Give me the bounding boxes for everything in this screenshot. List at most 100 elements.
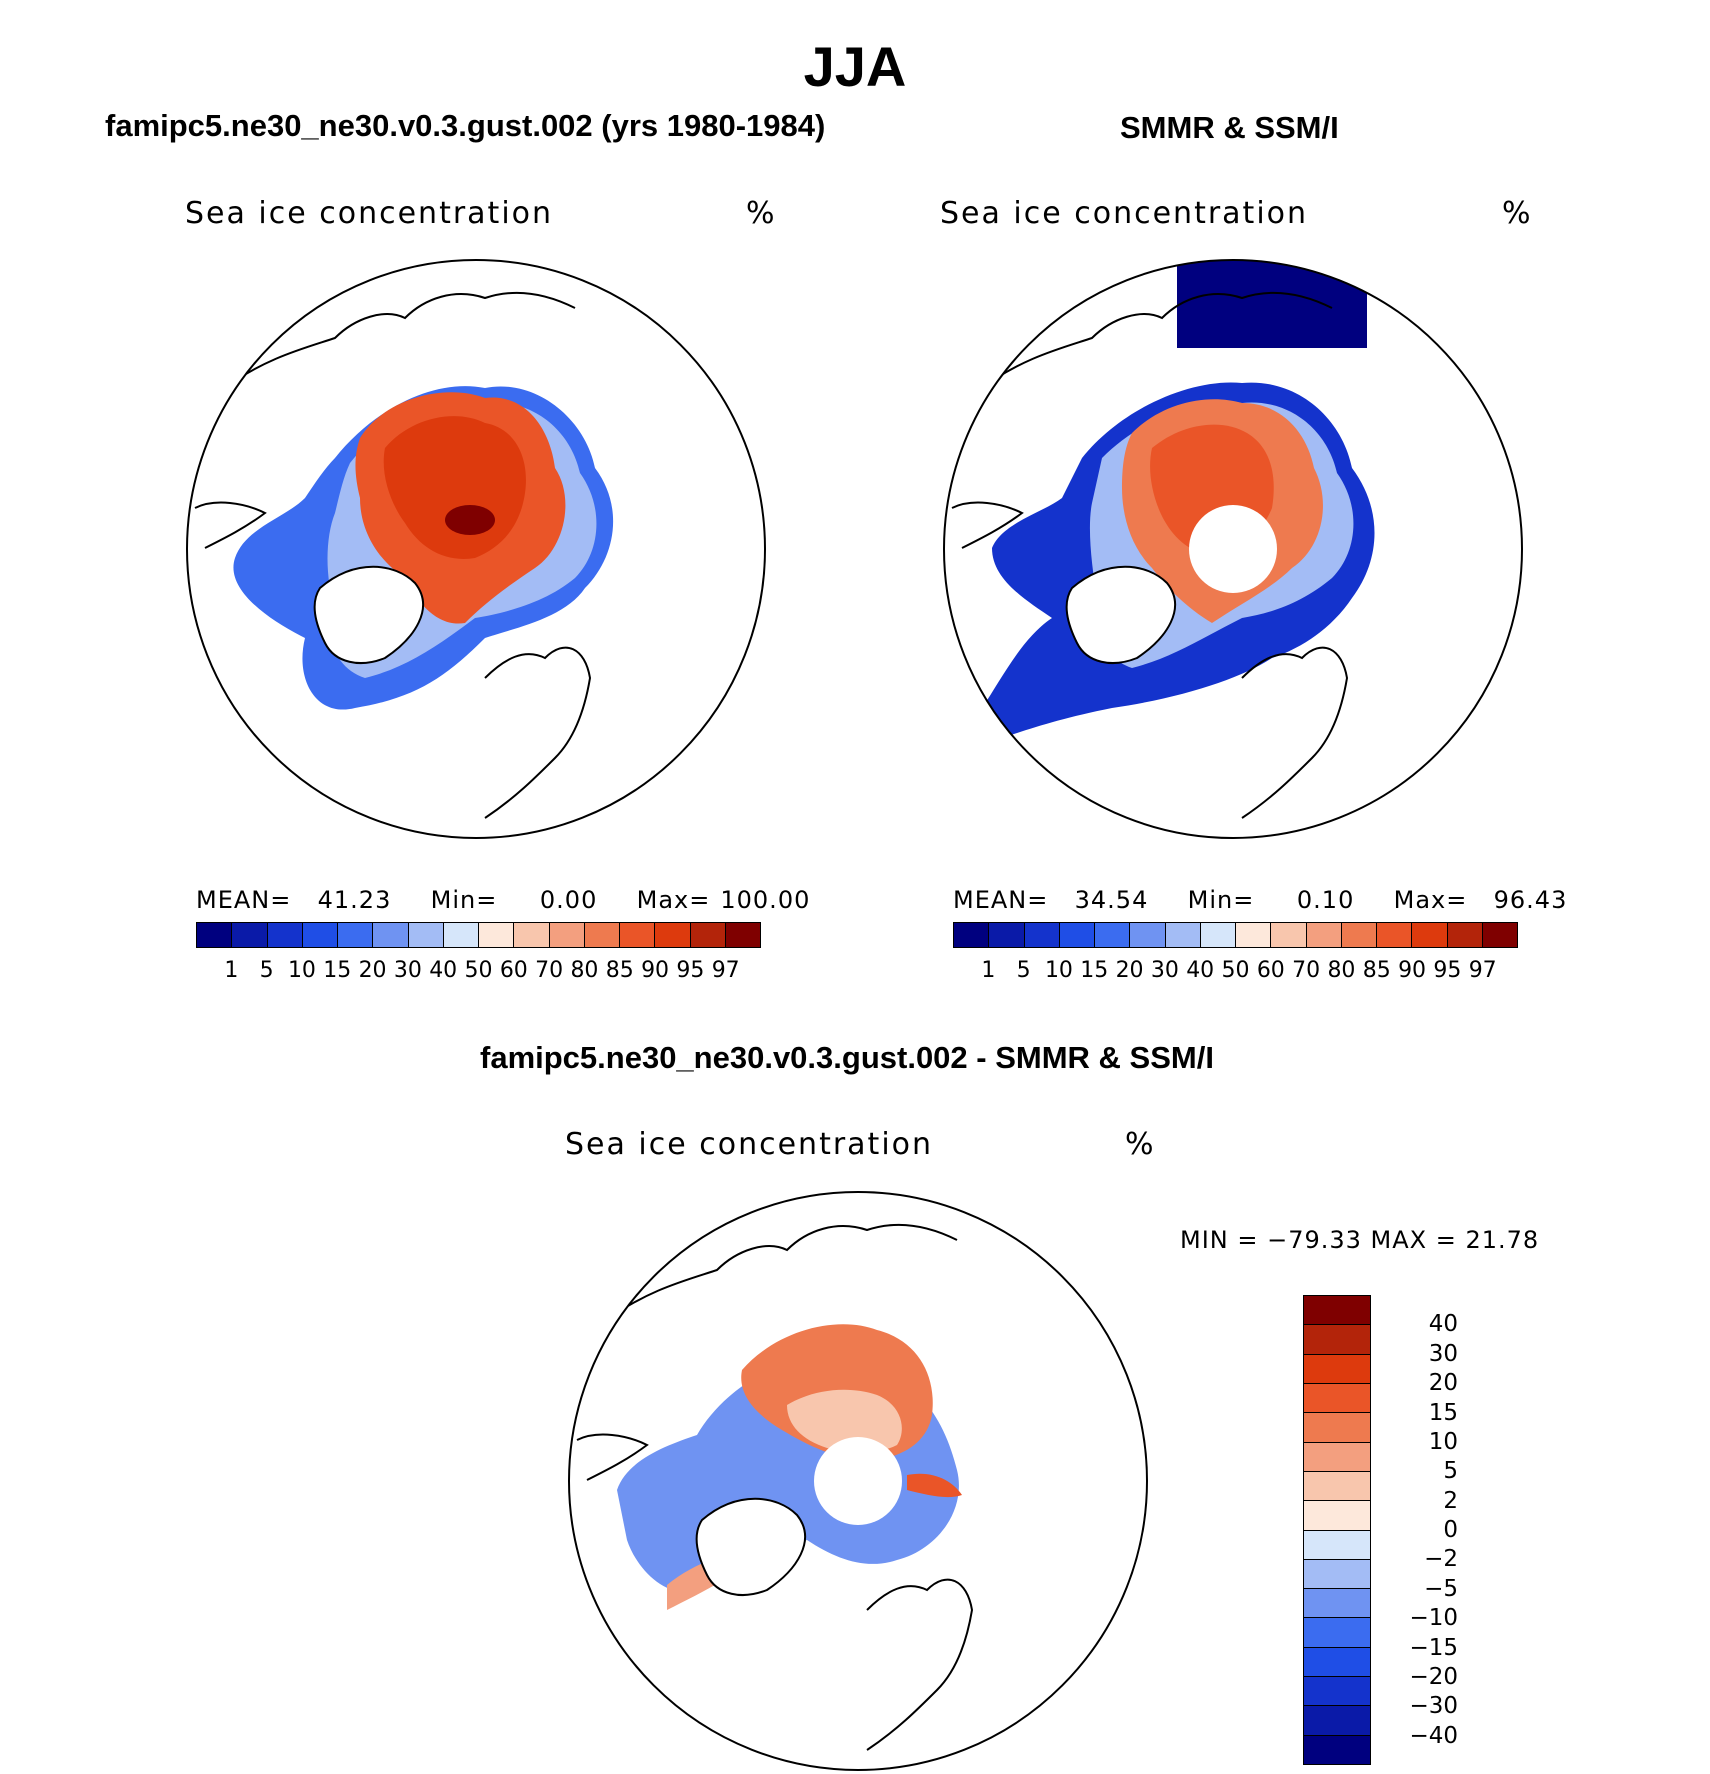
colorbar-tick-label: 1: [981, 958, 996, 983]
obs-colorbar: [953, 922, 1518, 948]
colorbar-tick-label: −30: [1409, 1693, 1458, 1720]
colorbar-tick-label: 5: [1443, 1458, 1458, 1485]
colorbar-tick-label: 10: [1044, 958, 1073, 983]
colorbar-tick-label: 10: [287, 958, 316, 983]
colorbar-tick-label: 85: [605, 958, 634, 983]
obs-panel-title: SMMR & SSM/I: [1120, 110, 1339, 145]
model-mean-value: 41.23: [317, 886, 392, 914]
diff-range-text: MIN = −79.33 MAX = 21.78: [1180, 1226, 1540, 1254]
colorbar-swatch: [1304, 1735, 1370, 1764]
diff-light-anomaly: [787, 1389, 902, 1453]
colorbar-swatch: [373, 923, 409, 947]
model-min-value: 0.00: [539, 886, 598, 914]
model-max-value: 100.00: [720, 886, 811, 914]
colorbar-tick-label: 30: [1150, 958, 1179, 983]
diff-pole-hole: [814, 1437, 902, 1525]
colorbar-swatch: [1304, 1442, 1370, 1472]
diff-coastline-europe: [866, 1578, 974, 1751]
colorbar-swatch: [1304, 1559, 1370, 1590]
model-mean-label: MEAN=: [196, 886, 292, 914]
colorbar-swatch: [1304, 1706, 1370, 1736]
colorbar-tick-label: −10: [1409, 1605, 1458, 1632]
colorbar-swatch: [620, 923, 656, 947]
colorbar-tick-label: −20: [1409, 1663, 1458, 1690]
model-ice-max: [445, 505, 495, 535]
model-map-boundary: [186, 259, 766, 839]
model-max-label: Max=: [636, 886, 711, 914]
model-stats: MEAN= 41.23 Min= 0.00 Max= 100.00: [196, 886, 810, 914]
colorbar-swatch: [954, 923, 990, 947]
colorbar-tick-label: 60: [1256, 958, 1285, 983]
colorbar-swatch: [1304, 1471, 1370, 1502]
main-title: JJA: [803, 35, 907, 98]
colorbar-swatch: [1482, 923, 1517, 947]
colorbar-swatch: [1304, 1677, 1370, 1707]
colorbar-tick-label: 90: [1398, 958, 1427, 983]
colorbar-tick-label: 40: [1186, 958, 1215, 983]
model-min-label: Min=: [430, 886, 498, 914]
colorbar-tick-label: 30: [393, 958, 422, 983]
model-colorbar-labels: 1 5 10 15 20 30 40 50 60 70 80 85 90 95 97: [196, 958, 761, 983]
obs-mean-value: 34.54: [1074, 886, 1149, 914]
colorbar-swatch: [197, 923, 233, 947]
colorbar-tick-label: 90: [641, 958, 670, 983]
colorbar-swatch: [1304, 1413, 1370, 1443]
colorbar-tick-label: 80: [1327, 958, 1356, 983]
colorbar-swatch: [1304, 1618, 1370, 1648]
colorbar-tick-label: 15: [323, 958, 352, 983]
obs-pole-hole: [1189, 505, 1277, 593]
model-coastline-europe: [484, 646, 592, 819]
colorbar-swatch: [1304, 1501, 1370, 1531]
colorbar-tick-label: 40: [1428, 1311, 1458, 1338]
colorbar-swatch: [232, 923, 268, 947]
colorbar-tick-label: 70: [535, 958, 564, 983]
colorbar-swatch: [1024, 923, 1060, 947]
obs-stats: MEAN= 34.54 Min= 0.10 Max= 96.43: [953, 886, 1567, 914]
model-coastline-eurasia: [224, 291, 576, 389]
colorbar-tick-label: 95: [676, 958, 705, 983]
diff-coastline-eurasia: [606, 1223, 958, 1321]
colorbar-swatch: [267, 923, 303, 947]
obs-coastline-europe: [1241, 646, 1349, 819]
colorbar-swatch: [1412, 923, 1448, 947]
diff-variable-label: Sea ice concentration: [565, 1127, 934, 1162]
colorbar-tick-label: 0: [1443, 1517, 1458, 1543]
colorbar-swatch: [1306, 923, 1342, 947]
obs-min-label: Min=: [1187, 886, 1255, 914]
obs-map-boundary: [943, 259, 1523, 839]
colorbar-swatch: [1377, 923, 1413, 947]
colorbar-swatch: [1447, 923, 1483, 947]
colorbar-swatch: [1304, 1354, 1370, 1384]
colorbar-swatch: [1304, 1296, 1370, 1326]
colorbar-tick-label: 70: [1292, 958, 1321, 983]
colorbar-swatch: [725, 923, 760, 947]
colorbar-tick-label: 20: [358, 958, 387, 983]
colorbar-swatch: [989, 923, 1025, 947]
colorbar-tick-label: 60: [499, 958, 528, 983]
obs-coastline-eurasia: [981, 291, 1333, 389]
obs-unit-label: %: [1502, 196, 1531, 231]
colorbar-tick-label: 97: [1468, 958, 1497, 983]
model-unit-label: %: [746, 196, 775, 231]
diff-colorbar-labels: 40 30 20 15 10 5 2 0 −2 −5 −10 −15 −20 −30 −40: [1378, 1295, 1458, 1765]
colorbar-tick-label: 20: [1115, 958, 1144, 983]
model-greenland: [313, 565, 425, 664]
colorbar-tick-label: 80: [570, 958, 599, 983]
diff-coastline-america: [576, 1433, 649, 1481]
diff-red-streak: [907, 1473, 962, 1498]
colorbar-tick-label: 15: [1428, 1399, 1458, 1426]
colorbar-tick-label: −5: [1424, 1575, 1458, 1602]
colorbar-tick-label: 50: [1221, 958, 1250, 983]
colorbar-tick-label: 1: [224, 958, 239, 983]
colorbar-swatch: [338, 923, 374, 947]
colorbar-tick-label: −15: [1409, 1634, 1458, 1661]
colorbar-tick-label: −2: [1424, 1546, 1458, 1573]
diff-panel-title: famipc5.ne30_ne30.v0.3.gust.002 - SMMR &…: [480, 1040, 1214, 1075]
colorbar-tick-label: 2: [1443, 1487, 1458, 1514]
colorbar-tick-label: 97: [711, 958, 740, 983]
colorbar-tick-label: 5: [1016, 958, 1031, 983]
colorbar-swatch: [1304, 1325, 1370, 1355]
colorbar-swatch: [1236, 923, 1272, 947]
colorbar-tick-label: 50: [464, 958, 493, 983]
model-variable-label: Sea ice concentration: [185, 196, 554, 231]
